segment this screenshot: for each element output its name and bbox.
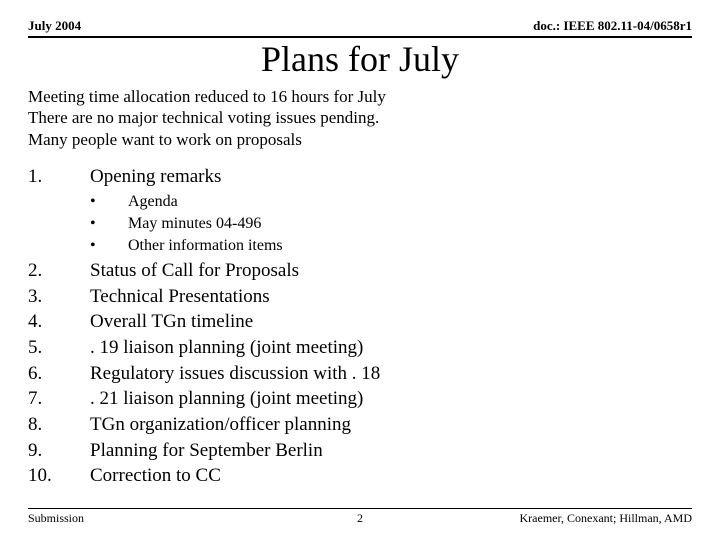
item-text: . 19 liaison planning (joint meeting)	[90, 335, 692, 361]
list-item: 5. . 19 liaison planning (joint meeting)	[28, 335, 692, 361]
intro-block: Meeting time allocation reduced to 16 ho…	[28, 86, 692, 150]
bullet-icon: •	[28, 235, 128, 257]
item-text: Overall TGn timeline	[90, 309, 692, 335]
item-text: . 21 liaison planning (joint meeting)	[90, 386, 692, 412]
list-item: 2. Status of Call for Proposals	[28, 258, 692, 284]
list-item: 8. TGn organization/officer planning	[28, 412, 692, 438]
item-number: 9.	[28, 438, 90, 464]
item-number: 1.	[28, 164, 90, 190]
item-text: Status of Call for Proposals	[90, 258, 692, 284]
item-text: Correction to CC	[90, 463, 692, 489]
intro-line: Many people want to work on proposals	[28, 129, 692, 150]
item-number: 2.	[28, 258, 90, 284]
footer-rule	[28, 508, 692, 509]
header-doc-id: doc.: IEEE 802.11-04/0658r1	[533, 18, 692, 34]
item-text: TGn organization/officer planning	[90, 412, 692, 438]
item-number: 4.	[28, 309, 90, 335]
item-text: Technical Presentations	[90, 284, 692, 310]
list-item: 4. Overall TGn timeline	[28, 309, 692, 335]
item-text: Opening remarks	[90, 164, 692, 190]
item-number: 3.	[28, 284, 90, 310]
footer: 2 Submission Kraemer, Conexant; Hillman,…	[28, 508, 692, 526]
numbered-list: 1. Opening remarks • Agenda • May minute…	[28, 164, 692, 489]
header-date: July 2004	[28, 18, 81, 34]
header: July 2004 doc.: IEEE 802.11-04/0658r1	[28, 18, 692, 36]
intro-line: There are no major technical voting issu…	[28, 107, 692, 128]
intro-line: Meeting time allocation reduced to 16 ho…	[28, 86, 692, 107]
sub-item-text: Other information items	[128, 235, 692, 257]
item-number: 10.	[28, 463, 90, 489]
list-item: 10. Correction to CC	[28, 463, 692, 489]
sub-item-text: Agenda	[128, 191, 692, 213]
item-text: Planning for September Berlin	[90, 438, 692, 464]
sub-item: • Other information items	[28, 235, 692, 257]
list-item: 3. Technical Presentations	[28, 284, 692, 310]
sub-item: • May minutes 04-496	[28, 213, 692, 235]
list-item: 6. Regulatory issues discussion with . 1…	[28, 361, 692, 387]
item-text: Regulatory issues discussion with . 18	[90, 361, 692, 387]
page-title: Plans for July	[28, 38, 692, 80]
sub-list: • Agenda • May minutes 04-496 • Other in…	[28, 191, 692, 256]
list-item: 1. Opening remarks	[28, 164, 692, 190]
list-item: 7. . 21 liaison planning (joint meeting)	[28, 386, 692, 412]
item-number: 7.	[28, 386, 90, 412]
bullet-icon: •	[28, 213, 128, 235]
footer-page-number: 2	[28, 511, 692, 526]
bullet-icon: •	[28, 191, 128, 213]
list-item: 9. Planning for September Berlin	[28, 438, 692, 464]
item-number: 8.	[28, 412, 90, 438]
item-number: 5.	[28, 335, 90, 361]
sub-item: • Agenda	[28, 191, 692, 213]
sub-item-text: May minutes 04-496	[128, 213, 692, 235]
item-number: 6.	[28, 361, 90, 387]
